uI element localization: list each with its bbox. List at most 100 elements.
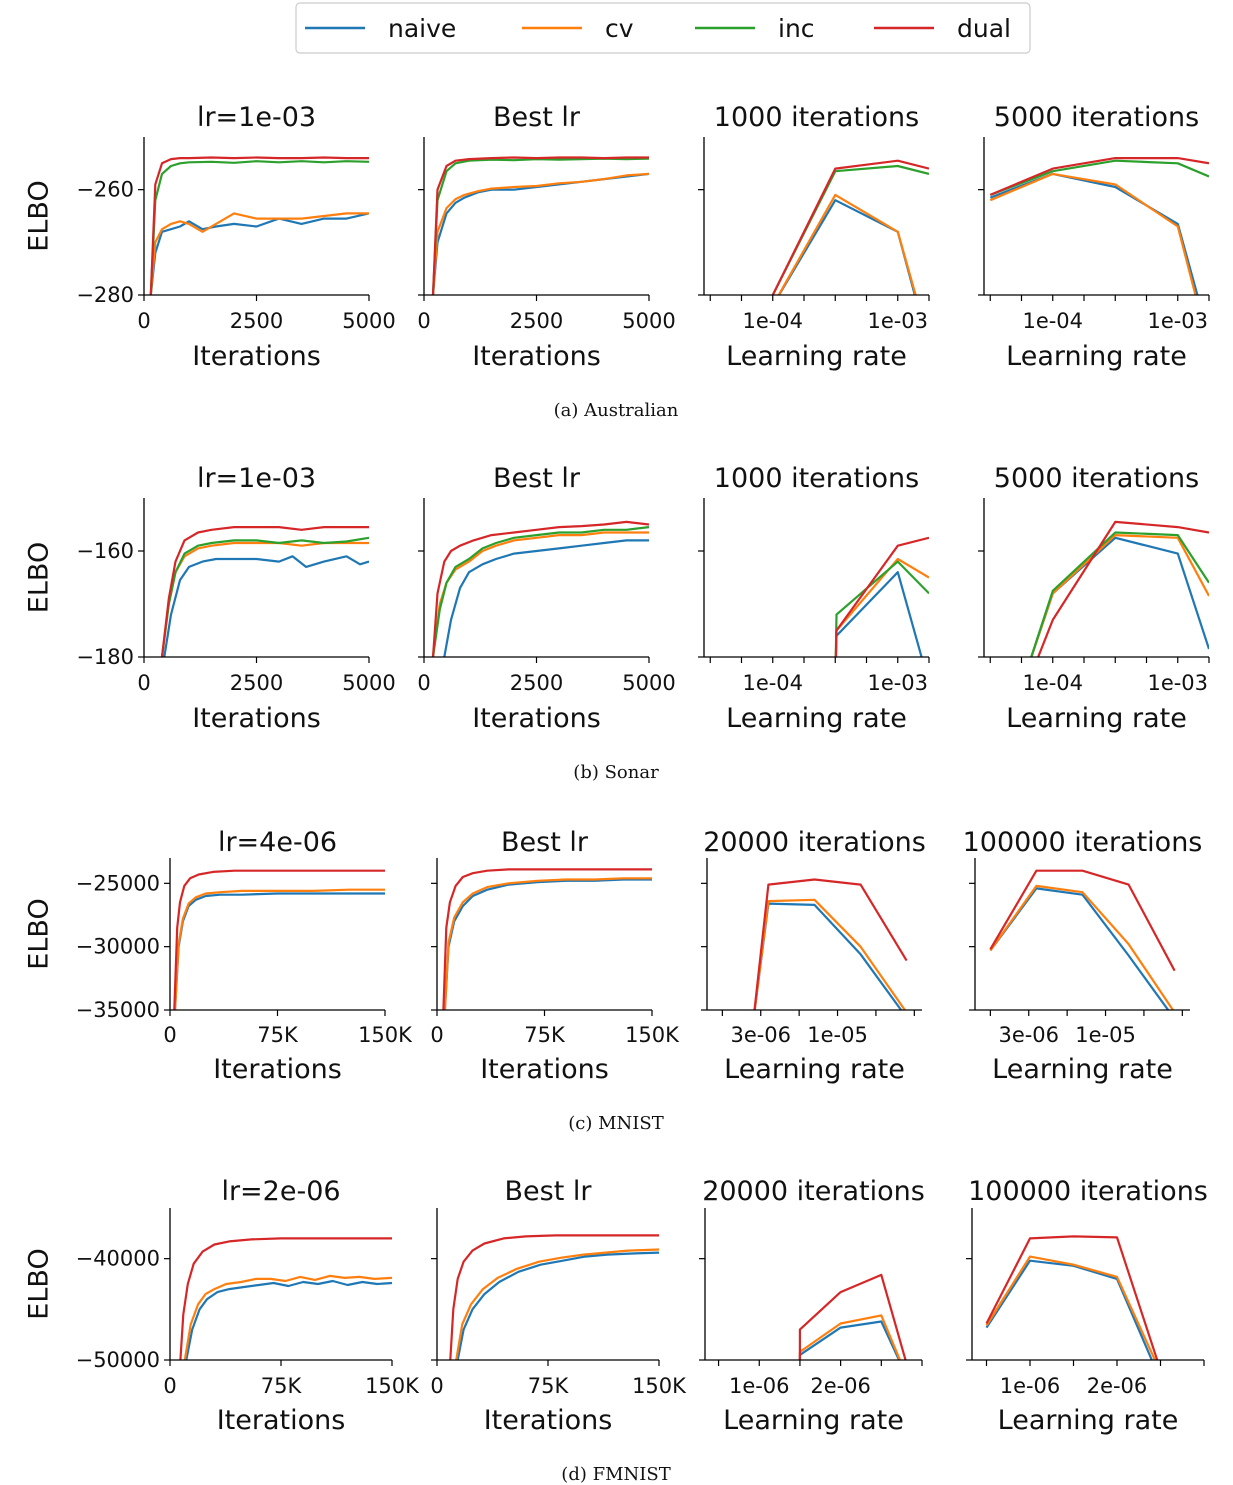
x-tick-label: 150K (632, 1374, 687, 1398)
x-axis-label: Iterations (484, 1405, 613, 1436)
legend-frame (295, 2, 1031, 54)
series-group (449, 1234, 659, 1360)
x-axis-label: Learning rate (998, 1405, 1179, 1436)
y-tick-label: −35000 (76, 998, 160, 1022)
series-line-dual (989, 869, 1176, 972)
x-axis-label: Learning rate (723, 1405, 904, 1436)
series-line-dual (449, 1234, 659, 1360)
subfigure-caption: (d) FMNIST (561, 1464, 670, 1485)
x-tick-label: 0 (163, 1374, 176, 1398)
row-2: ELBO(b) Sonarlr=1e-03Iterations−160−1800… (24, 463, 1210, 783)
x-tick-label: 2500 (510, 309, 563, 333)
panel-title: lr=4e-06 (218, 827, 337, 858)
series-group (1030, 520, 1209, 657)
x-tick-label: 3e-06 (998, 1023, 1059, 1047)
x-tick-label: 0 (137, 671, 150, 695)
x-tick-label: 1e-05 (1075, 1023, 1136, 1047)
x-tick-label: 2500 (510, 671, 563, 695)
y-tick-label: −260 (76, 178, 134, 202)
x-tick-label: 1e-06 (1000, 1374, 1061, 1398)
series-line-cv (777, 193, 917, 295)
panel-4-3: 20000 iterations Learning rate 1e-06 2e-06 (699, 1176, 925, 1436)
panel-title: Best lr (505, 1176, 593, 1207)
x-axis-label: Learning rate (724, 1054, 905, 1085)
x-axis-label: Learning rate (726, 341, 907, 372)
series-line-cv (798, 1314, 902, 1360)
series-line-dual (985, 1235, 1159, 1360)
x-axis-label: Learning rate (1006, 703, 1187, 734)
series-line-inc (149, 160, 369, 295)
x-tick-label: 5000 (342, 309, 395, 333)
y-tick-label: −50000 (76, 1348, 160, 1372)
series-line-naive (456, 1251, 659, 1360)
x-axis-label: Iterations (192, 341, 321, 372)
panel-3-2: Best lr Iterations 0 75K 150K (430, 827, 680, 1085)
panel-title: Best lr (493, 463, 581, 494)
series-line-naive (989, 887, 1170, 1010)
panel-title: 20000 iterations (703, 827, 926, 858)
series-line-naive (149, 212, 369, 295)
x-tick-label: 0 (417, 671, 430, 695)
series-line-dual (771, 159, 929, 295)
x-tick-label: 2e-06 (1087, 1374, 1148, 1398)
series-line-naive (798, 1320, 901, 1360)
series-line-cv (753, 898, 907, 1010)
y-axis-label: ELBO (24, 898, 55, 969)
subfigure-caption: (c) MNIST (568, 1113, 663, 1134)
series-line-inc (771, 164, 929, 295)
series-line-dual (989, 157, 1209, 196)
x-tick-label: 1e-03 (1147, 309, 1208, 333)
row-4: ELBO (d) FMNIST lr=2e-06 Iterations −40000 −5… (24, 1176, 1208, 1485)
x-axis-label: Learning rate (726, 703, 907, 734)
panel-1-3: 1000 iterations Learning rate 1e-04 1e-03 (698, 102, 930, 372)
row-1: ELBO (a) Australian lr=1e-03 Iterations −260… (24, 102, 1210, 421)
series-line-naive (1030, 536, 1209, 657)
series-line-dual (442, 868, 652, 1010)
series-group (985, 1235, 1159, 1360)
y-axis-label: ELBO (24, 1248, 55, 1319)
series-line-inc (1030, 531, 1209, 657)
x-axis-label: Iterations (192, 703, 321, 734)
panel-4-2: Best lr Iterations 0 75K 150K (430, 1176, 687, 1436)
panel-title: Best lr (501, 827, 589, 858)
panel-3-4: 100000 iterations Learning rate 3e-06 1e-05 (963, 827, 1203, 1085)
y-tick-label: −280 (76, 283, 134, 307)
x-tick-label: 5000 (342, 671, 395, 695)
series-group (834, 536, 929, 657)
series-group (431, 520, 649, 657)
series-group (431, 156, 649, 295)
series-line-cv (431, 172, 649, 295)
panel-4-4: 100000 iterations Learning rate 1e-06 2e-06 (966, 1176, 1208, 1436)
panel-title: 100000 iterations (968, 1176, 1208, 1207)
x-tick-label: 3e-06 (730, 1023, 791, 1047)
series-line-cv (985, 1255, 1157, 1360)
subfigure-caption: (a) Australian (554, 400, 679, 421)
x-tick-label: 75K (261, 1374, 303, 1398)
y-axis-label: ELBO (24, 180, 55, 251)
series-line-naive (834, 571, 923, 657)
series-group (989, 157, 1209, 295)
series-line-cv (989, 172, 1197, 295)
panel-title: lr=2e-06 (221, 1176, 340, 1207)
x-tick-label: 0 (163, 1023, 176, 1047)
x-tick-label: 2e-06 (810, 1374, 871, 1398)
panel-title: 1000 iterations (714, 102, 919, 133)
series-line-naive (163, 555, 369, 657)
series-line-cv (443, 877, 652, 1010)
panel-2-4: 5000 iterations Learning rate 1e-04 1e-03 (978, 463, 1210, 734)
series-line-naive (173, 892, 385, 1010)
series-group (160, 525, 369, 657)
series-line-naive (431, 172, 649, 295)
series-line-naive (443, 878, 652, 1010)
x-tick-label: 1e-04 (742, 671, 803, 695)
series-line-dual (173, 869, 385, 1010)
figure-rows: ELBO (a) Australian lr=1e-03 Iterations −260… (24, 102, 1210, 1485)
series-line-inc (160, 536, 369, 657)
x-tick-label: 75K (524, 1023, 566, 1047)
series-group (442, 868, 652, 1010)
x-tick-label: 0 (137, 309, 150, 333)
legend-label-inc: inc (778, 14, 815, 43)
